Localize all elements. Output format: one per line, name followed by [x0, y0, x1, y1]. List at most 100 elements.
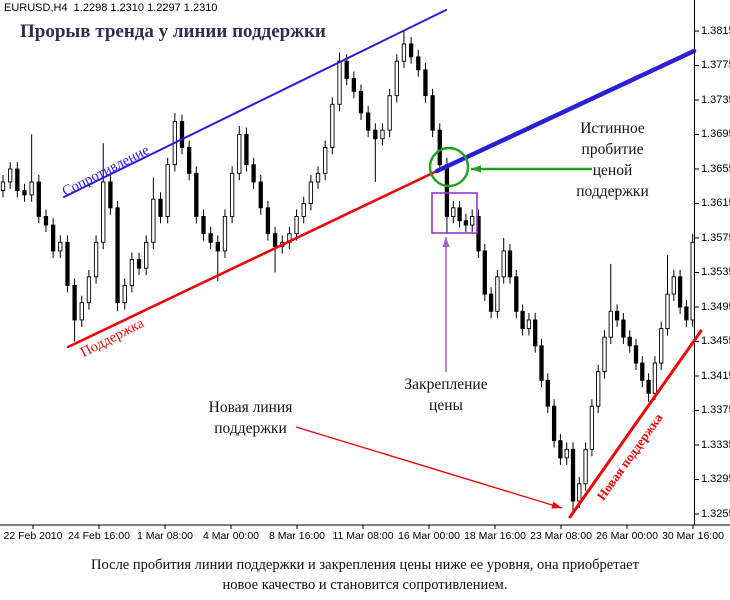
- candle-body: [351, 77, 356, 92]
- candle-body: [101, 181, 106, 243]
- y-tick-label: 1.3575: [701, 231, 730, 244]
- candle-body: [115, 207, 120, 304]
- candle-body: [564, 448, 569, 459]
- candle-body: [194, 172, 199, 217]
- y-tick-label: 1.3615: [701, 197, 730, 209]
- candle-body: [380, 129, 385, 140]
- support-line[interactable]: [66, 159, 460, 349]
- candle-body: [482, 250, 487, 295]
- candle-body: [93, 241, 99, 278]
- candle-body: [430, 95, 435, 131]
- candle-body: [444, 164, 450, 217]
- candle-body: [583, 448, 588, 485]
- y-tick-label: 1.3695: [701, 128, 730, 140]
- candle-body: [65, 241, 70, 286]
- consolidation-annotation: Закрепление цены: [404, 376, 488, 414]
- candle-body: [158, 198, 163, 217]
- resistance-line[interactable]: [63, 9, 447, 198]
- candle-body: [165, 164, 170, 217]
- new-support-line[interactable]: [568, 329, 703, 519]
- candle-body: [533, 319, 538, 347]
- y-tick-label: 1.3775: [701, 59, 730, 71]
- candle-body: [79, 302, 84, 321]
- break-circle: [428, 146, 470, 188]
- x-tick-label: 24 Feb 16:00: [68, 530, 130, 542]
- caption-text: После пробития линии поддержки и закрепл…: [91, 557, 639, 593]
- candle-body: [520, 310, 525, 330]
- candle-body: [122, 284, 127, 304]
- candle-body: [671, 276, 676, 295]
- candle-body: [366, 112, 371, 131]
- new-support-pointer-arrow-head: [551, 501, 562, 509]
- candle-body: [437, 129, 442, 166]
- candle-body: [251, 164, 256, 183]
- candle-body: [337, 60, 342, 105]
- candle-body: [151, 198, 156, 243]
- y-tick-label: 1.3655: [701, 162, 730, 175]
- y-tick-label: 1.3815: [701, 24, 730, 37]
- candle-body: [358, 90, 364, 114]
- candle-body: [136, 259, 142, 269]
- x-tick-label: 1 Mar 08:00: [136, 530, 194, 542]
- x-tick-label: 4 Mar 00:00: [202, 530, 260, 542]
- trendlines[interactable]: [63, 9, 703, 519]
- candle-body: [558, 440, 563, 459]
- candle-body: [265, 207, 271, 235]
- candle-body: [237, 134, 242, 174]
- candle-body: [457, 207, 462, 222]
- candle-body: [36, 181, 41, 217]
- candle-body: [501, 250, 506, 278]
- candle-body: [684, 306, 689, 321]
- y-tick-label: 1.3735: [701, 93, 730, 106]
- new-support-annotation: Новая линия поддержки: [208, 399, 293, 437]
- true-break-annotation: Истинное пробитие ценой поддержки: [576, 120, 649, 200]
- candle-body: [222, 215, 228, 252]
- candle-body: [488, 293, 494, 312]
- annotation-shapes: [295, 146, 592, 509]
- candle-body: [470, 215, 475, 226]
- candle-body: [294, 215, 299, 235]
- candle-body: [86, 276, 92, 304]
- y-tick-label: 1.3495: [701, 300, 730, 313]
- consolidation-arrow-head: [442, 237, 450, 247]
- y-tick-label: 1.3455: [701, 335, 730, 347]
- candle-body: [344, 60, 349, 79]
- candle-body: [129, 259, 135, 286]
- x-tick-label: 30 Mar 16:00: [662, 530, 724, 542]
- candle-body: [258, 181, 263, 209]
- candle-body: [545, 379, 550, 407]
- x-tick-label: 23 Mar 08:00: [530, 530, 592, 542]
- candle-body: [640, 362, 645, 381]
- y-tick-label: 1.3295: [701, 473, 730, 485]
- candle-body: [495, 276, 500, 312]
- candle-body: [577, 483, 582, 502]
- candle-body: [652, 362, 658, 394]
- candle-body: [22, 190, 27, 196]
- candle-body: [394, 60, 399, 97]
- symbol-quote: EURUSD,H4 1.2298 1.2310 1.2297 1.2310: [4, 2, 218, 14]
- candle-body: [8, 168, 13, 183]
- candle-body: [43, 215, 49, 226]
- candle-body: [614, 310, 620, 321]
- candle-body: [677, 276, 683, 308]
- candle-body: [144, 241, 149, 269]
- y-tick-label: 1.3375: [701, 404, 730, 416]
- candle-body: [208, 233, 213, 243]
- candle-body: [416, 56, 421, 71]
- candle-body: [570, 448, 576, 502]
- chart-axes: [0, 0, 730, 529]
- candle-body: [58, 241, 63, 252]
- candle-body: [179, 121, 185, 148]
- candle-body: [373, 129, 378, 140]
- candle-body: [108, 181, 113, 209]
- candle-body: [401, 43, 407, 62]
- support-becomes-resistance-line[interactable]: [434, 48, 697, 174]
- candle-body: [387, 95, 392, 131]
- candle-body: [659, 328, 664, 364]
- candle-body: [602, 336, 607, 373]
- y-tick-label: 1.3335: [701, 438, 730, 451]
- candle-body: [690, 241, 695, 321]
- x-tick-label: 8 Mar 16:00: [268, 530, 326, 542]
